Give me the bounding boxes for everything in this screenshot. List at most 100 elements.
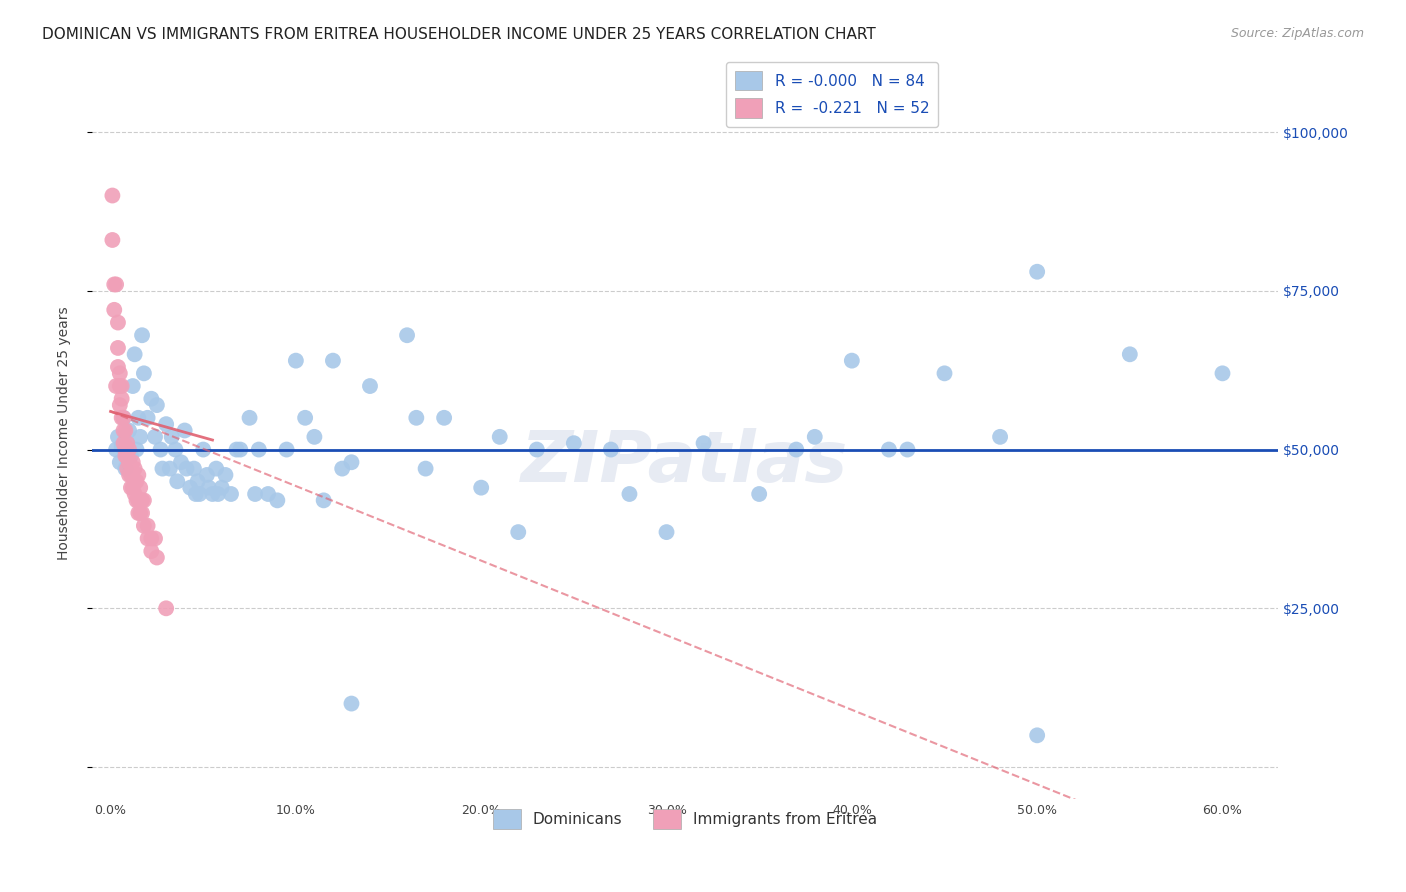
Point: [170, 455, 193, 469]
Point: [193, 442, 215, 457]
Point: [127, 467, 149, 482]
Point: [131, 506, 153, 520]
Point: [112, 424, 135, 438]
Point: [141, 392, 163, 406]
Point: [115, 436, 138, 450]
Point: [526, 442, 548, 457]
Point: [136, 532, 159, 546]
Point: [179, 481, 201, 495]
Point: [1026, 728, 1049, 742]
Point: [124, 347, 146, 361]
Point: [396, 328, 419, 343]
Point: [125, 442, 148, 457]
Point: [129, 506, 152, 520]
Point: [1026, 265, 1049, 279]
Point: [655, 525, 678, 540]
Point: [877, 442, 900, 457]
Point: [211, 481, 233, 495]
Point: [120, 481, 142, 495]
Point: [896, 442, 918, 457]
Point: [152, 461, 174, 475]
Point: [105, 379, 128, 393]
Text: DOMINICAN VS IMMIGRANTS FROM ERITREA HOUSEHOLDER INCOME UNDER 25 YEARS CORRELATI: DOMINICAN VS IMMIGRANTS FROM ERITREA HOU…: [42, 27, 876, 42]
Point: [107, 359, 129, 374]
Point: [359, 379, 381, 393]
Point: [124, 461, 146, 475]
Point: [433, 410, 456, 425]
Point: [118, 442, 141, 457]
Point: [415, 461, 437, 475]
Point: [1119, 347, 1142, 361]
Point: [143, 532, 166, 546]
Point: [143, 430, 166, 444]
Point: [112, 410, 135, 425]
Point: [155, 417, 177, 432]
Point: [101, 233, 124, 247]
Point: [112, 436, 135, 450]
Point: [312, 493, 335, 508]
Point: [127, 410, 149, 425]
Point: [266, 493, 288, 508]
Point: [141, 532, 163, 546]
Point: [115, 436, 138, 450]
Point: [934, 367, 956, 381]
Point: [121, 455, 143, 469]
Y-axis label: Householder Income Under 25 years: Householder Income Under 25 years: [58, 307, 72, 560]
Point: [803, 430, 825, 444]
Point: [132, 367, 155, 381]
Point: [304, 430, 326, 444]
Point: [276, 442, 298, 457]
Point: [118, 467, 141, 482]
Point: [108, 398, 131, 412]
Point: [111, 379, 134, 393]
Point: [692, 436, 714, 450]
Point: [785, 442, 807, 457]
Point: [125, 475, 148, 489]
Point: [115, 449, 138, 463]
Point: [247, 442, 270, 457]
Point: [508, 525, 530, 540]
Point: [229, 442, 252, 457]
Point: [166, 475, 188, 489]
Point: [118, 455, 141, 469]
Point: [619, 487, 641, 501]
Point: [101, 188, 124, 202]
Point: [114, 449, 136, 463]
Point: [187, 475, 209, 489]
Point: [103, 302, 125, 317]
Point: [1211, 367, 1233, 381]
Point: [238, 410, 260, 425]
Point: [114, 424, 136, 438]
Point: [488, 430, 510, 444]
Point: [197, 481, 219, 495]
Point: [131, 328, 153, 343]
Text: ZIPatlas: ZIPatlas: [522, 428, 849, 498]
Point: [129, 430, 152, 444]
Point: [149, 442, 172, 457]
Point: [841, 353, 863, 368]
Point: [988, 430, 1011, 444]
Point: [340, 697, 363, 711]
Point: [159, 461, 181, 475]
Point: [127, 493, 149, 508]
Point: [132, 493, 155, 508]
Point: [205, 461, 228, 475]
Point: [136, 410, 159, 425]
Point: [125, 493, 148, 508]
Point: [330, 461, 353, 475]
Point: [115, 461, 138, 475]
Point: [165, 442, 187, 457]
Point: [184, 487, 207, 501]
Point: [219, 487, 242, 501]
Point: [129, 481, 152, 495]
Point: [207, 487, 229, 501]
Point: [107, 316, 129, 330]
Point: [201, 487, 224, 501]
Point: [340, 455, 363, 469]
Point: [470, 481, 492, 495]
Point: [183, 461, 205, 475]
Legend: Dominicans, Immigrants from Eritrea: Dominicans, Immigrants from Eritrea: [486, 803, 883, 835]
Point: [105, 277, 128, 292]
Point: [120, 467, 142, 482]
Point: [114, 442, 136, 457]
